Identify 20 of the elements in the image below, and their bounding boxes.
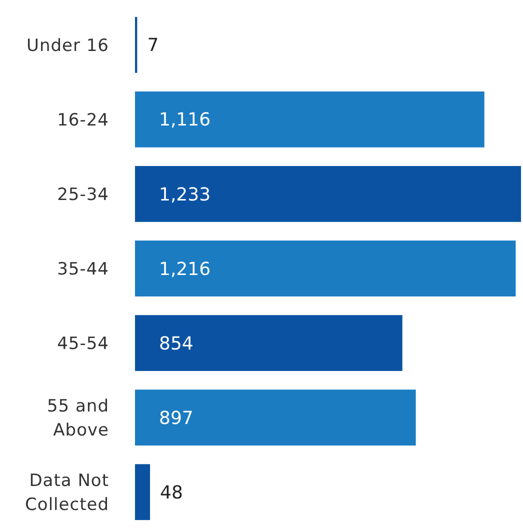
y-tick-label: Under 16 <box>26 36 109 56</box>
bar <box>135 91 484 148</box>
data-label: 48 <box>160 482 183 504</box>
bar <box>135 390 416 446</box>
data-label: 7 <box>147 35 159 56</box>
data-label: 854 <box>159 333 194 354</box>
y-tick-label: 45-54 <box>57 334 109 354</box>
bar <box>135 315 402 371</box>
y-tick-label: Data Not Collected <box>25 471 109 516</box>
y-tick-label: 35-44 <box>57 259 109 280</box>
y-tick-label: 55 and Above <box>46 396 109 441</box>
data-label: 1,116 <box>159 110 211 131</box>
bar <box>135 166 521 222</box>
data-label: 1,233 <box>159 184 211 206</box>
bar <box>135 240 516 296</box>
y-tick-label: 25-34 <box>57 184 109 205</box>
bar <box>135 464 150 520</box>
data-label: 1,216 <box>159 258 211 280</box>
y-tick-label: 16-24 <box>57 110 109 130</box>
data-label: 897 <box>159 408 194 429</box>
